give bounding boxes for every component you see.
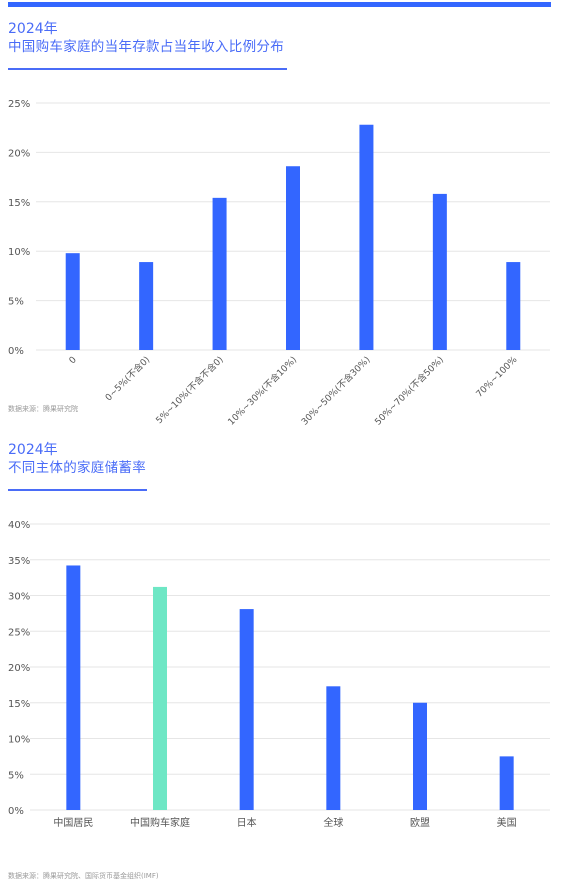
chart1-bar [212, 197, 227, 350]
chart2-y-tick-label: 0% [8, 806, 24, 817]
chart1-y-tick-label: 15% [8, 198, 30, 209]
chart2-bar [239, 609, 254, 810]
chart1-title-year: 2024年 [8, 21, 58, 37]
chart2-header: 2024年 不同主体的家庭储蓄率 [8, 441, 146, 477]
chart1-x-tick-label: 0~5%(不含0) [103, 354, 153, 404]
chart2-x-tick-label: 全球 [323, 816, 343, 829]
chart1-x-tick-label: 50%~70%(不含50%) [372, 354, 446, 428]
chart2-y-tick-label: 20% [8, 663, 30, 674]
chart2-x-tick-label: 欧盟 [410, 817, 430, 829]
chart2-x-tick-label: 美国 [497, 816, 517, 829]
chart1-source: 数据来源：腾果研究院 [8, 405, 78, 413]
chart2-y-tick-label: 15% [8, 699, 30, 710]
chart2-plot: 0% 5% 10% 15% 20% 25% 30% 35% 40% 中国居民 中国购车家庭 日本 全球 欧… [8, 520, 550, 829]
chart2-x-tick-label: 中国居民 [53, 816, 93, 829]
chart1-bar [359, 124, 374, 351]
chart1-bar [286, 166, 300, 350]
chart2-y-tick-label: 5% [8, 770, 24, 781]
chart2-bar [66, 565, 81, 810]
chart2-y-tick-label: 10% [8, 735, 30, 746]
chart2-x-tick-label: 中国购车家庭 [130, 816, 190, 829]
chart1-title-underline [8, 68, 287, 70]
chart1-bar [432, 193, 447, 350]
chart1-y-tick-label: 0% [8, 346, 24, 357]
chart2-bar [153, 586, 167, 810]
chart1-y-tick-label: 25% [8, 99, 30, 110]
chart1-x-tick-label: 10%~30%(不含10%) [225, 354, 299, 428]
chart2-title-underline [8, 489, 147, 491]
chart1-x-tick-label: 30%~50%(不含30%) [299, 354, 373, 428]
chart1-x-tick-label: 0 [68, 355, 79, 366]
chart1-header: 2024年 中国购车家庭的当年存款占当年收入比例分布 [8, 20, 284, 56]
chart1-bar [139, 262, 154, 350]
chart1-plot: 0% 5% 10% 15% 20% 25% 0 0~5%(不含0) 5%~10%(不含不含0) 1… [8, 99, 550, 428]
chart2-bar [413, 702, 427, 810]
chart2-y-tick-label: 25% [8, 627, 30, 638]
chart1-bar [506, 262, 521, 350]
chart2-y-tick-label: 30% [8, 592, 30, 603]
chart1-y-tick-label: 10% [8, 247, 30, 258]
chart2-y-tick-label: 40% [8, 520, 30, 531]
chart2-title-year: 2024年 [8, 442, 58, 458]
chart1-x-tick-label: 5%~10%(不含不含0) [153, 354, 226, 427]
chart2-source: 数据来源：腾果研究院、国际货币基金组织(IMF) [8, 872, 159, 880]
chart1-bar [65, 253, 80, 350]
chart2-y-tick-label: 35% [8, 556, 30, 567]
chart1-y-tick-label: 5% [8, 297, 24, 308]
chart2-title: 不同主体的家庭储蓄率 [8, 460, 146, 476]
chart2-bar [499, 756, 514, 810]
chart2-bar [326, 686, 341, 810]
chart1-title: 中国购车家庭的当年存款占当年收入比例分布 [8, 39, 284, 55]
chart2-x-tick-label: 日本 [237, 816, 257, 829]
top-accent-bar [8, 2, 551, 7]
chart1-y-tick-label: 20% [8, 148, 30, 159]
chart1-x-tick-label: 70%~100% [475, 355, 520, 400]
